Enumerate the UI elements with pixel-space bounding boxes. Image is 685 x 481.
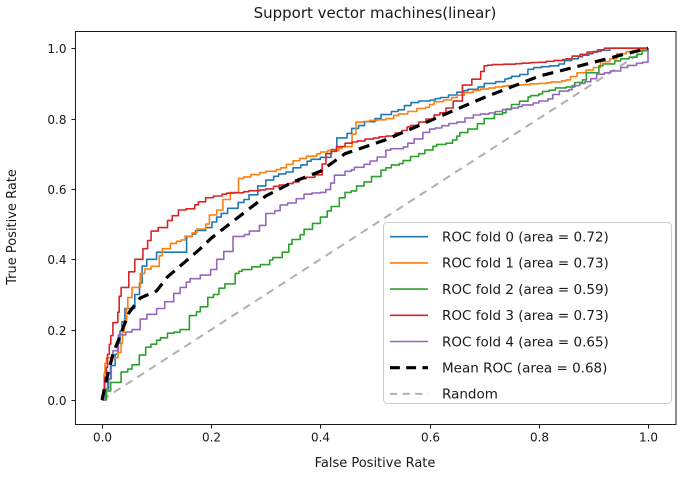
x-tick-label: 0.0 (93, 431, 112, 445)
roc-curve-roc-fold-4-area-0-65 (102, 48, 649, 401)
axes-layer: 0.0 0.2 0.4 0.6 0.8 1.0 0.0 0.2 0.4 0.6 0.8 1.0 (47, 31, 677, 445)
curves-layer (100, 46, 649, 401)
y-tick-label: 0.6 (47, 183, 66, 197)
y-tick-label: 0.4 (47, 253, 66, 267)
roc-curve-roc-fold-2-area-0-59 (102, 48, 649, 401)
chart-title: Support vector machines(linear) (254, 4, 497, 22)
roc-curve-roc-fold-1-area-0-73 (102, 48, 649, 401)
y-axis-label: True Positive Rate (5, 169, 20, 286)
legend-label: Random (442, 387, 498, 403)
legend: ROC fold 0 (area = 0.72) ROC fold 1 (area… (383, 222, 672, 404)
x-tick-label: 0.2 (202, 431, 221, 445)
legend-label: ROC fold 2 (area = 0.59) (442, 282, 609, 298)
x-tick-label: 0.8 (530, 431, 549, 445)
roc-curve-roc-fold-0-area-0-72 (102, 47, 648, 401)
axes-spines (75, 31, 677, 425)
legend-label: Mean ROC (area = 0.68) (442, 361, 607, 377)
roc-curve-mean-roc-area-0-68 (100, 46, 649, 401)
legend-box (383, 222, 672, 404)
roc-curve-roc-fold-3-area-0-73 (102, 47, 648, 401)
y-tick-label: 0.8 (47, 113, 66, 127)
legend-label: ROC fold 0 (area = 0.72) (442, 230, 609, 246)
x-tick-label: 1.0 (639, 431, 658, 445)
y-tick-label: 1.0 (47, 42, 66, 56)
x-tick-label: 0.6 (421, 431, 440, 445)
roc-curve-random (101, 47, 649, 401)
x-tick-label: 0.4 (311, 431, 330, 445)
legend-label: ROC fold 3 (area = 0.73) (442, 308, 609, 324)
legend-label: ROC fold 1 (area = 0.73) (442, 256, 609, 272)
y-tick-label: 0.2 (47, 324, 66, 338)
x-axis-label: False Positive Rate (315, 456, 436, 471)
legend-label: ROC fold 4 (area = 0.65) (442, 334, 609, 350)
y-tick-label: 0.0 (47, 394, 66, 408)
